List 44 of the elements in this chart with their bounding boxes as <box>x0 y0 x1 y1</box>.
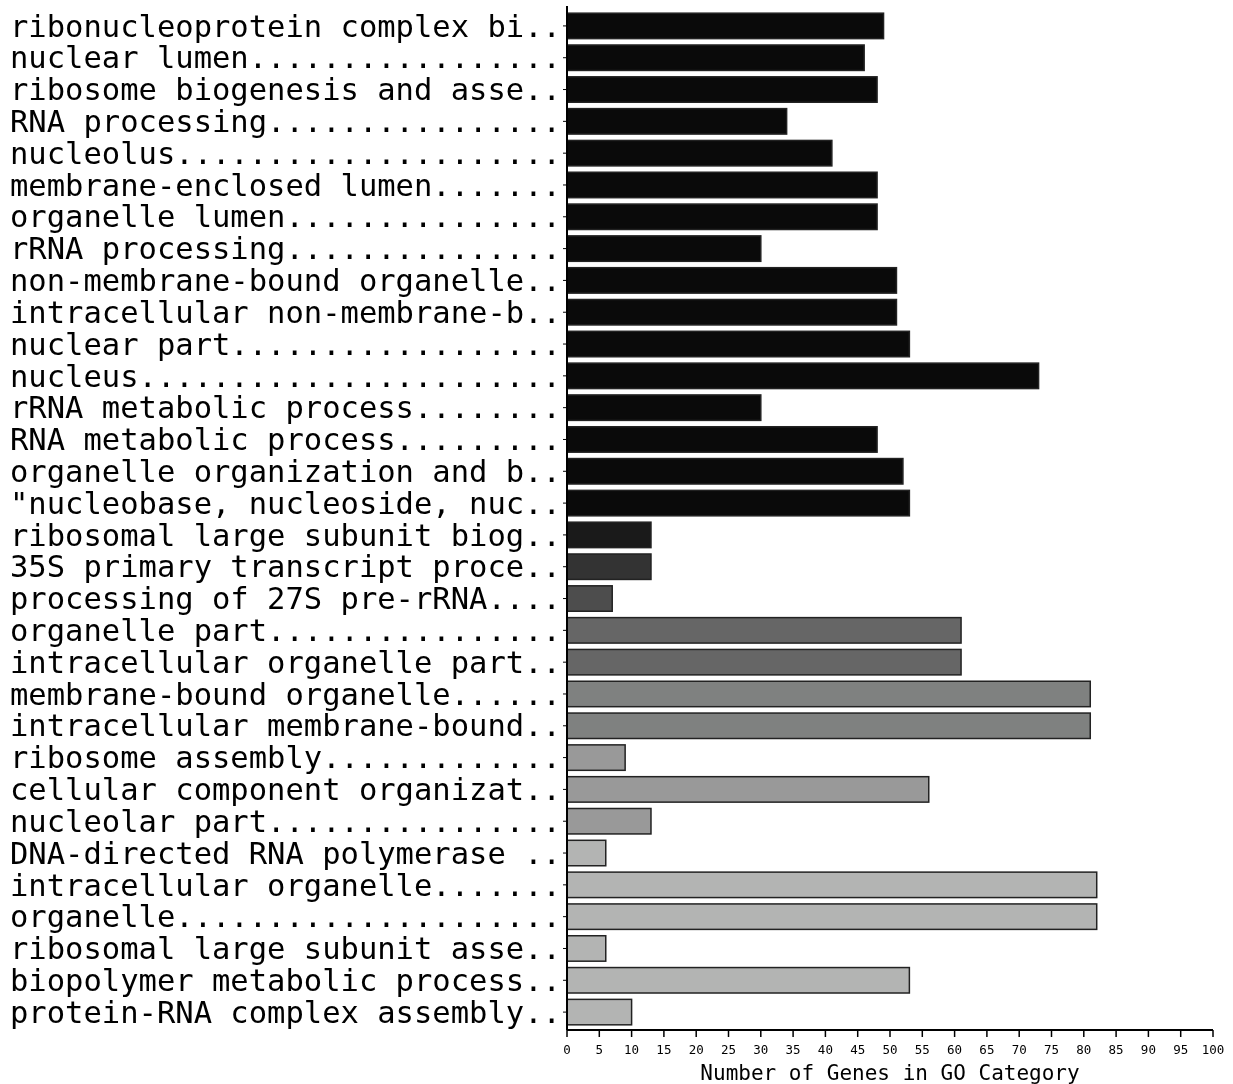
x-tick-label: 75 <box>1043 1042 1060 1057</box>
x-tick-label: 95 <box>1173 1042 1189 1057</box>
x-tick-label: 70 <box>1011 1042 1027 1057</box>
bar <box>566 585 613 613</box>
x-tick-label: 85 <box>1108 1042 1124 1057</box>
x-tick-label: 20 <box>688 1042 704 1057</box>
x-tick-label: 45 <box>850 1042 866 1057</box>
x-tick-label: 0 <box>563 1042 571 1057</box>
bar <box>566 871 1098 899</box>
y-tick-label: nuclear part.................. <box>10 326 561 362</box>
bar <box>566 998 633 1026</box>
x-tick-label: 5 <box>595 1042 604 1057</box>
bar <box>566 934 607 962</box>
x-tick-label: 50 <box>882 1042 898 1057</box>
x-tick-label: 15 <box>656 1042 672 1057</box>
x-tick-label: 55 <box>914 1042 930 1057</box>
bar <box>566 616 962 644</box>
bar <box>566 775 930 803</box>
x-tick-label: 25 <box>720 1042 737 1057</box>
x-tick-label: 100 <box>1201 1042 1225 1057</box>
x-tick-label: 90 <box>1140 1042 1156 1057</box>
bar <box>566 744 626 772</box>
x-tick-label: 10 <box>624 1042 640 1057</box>
x-tick-label: 35 <box>785 1042 801 1057</box>
bar <box>566 712 1092 740</box>
bar <box>566 966 911 994</box>
bar <box>566 839 607 867</box>
y-tick-label: ribosome biogenesis and asse.. <box>10 72 561 108</box>
bar <box>566 807 652 835</box>
x-tick-label: 80 <box>1076 1042 1092 1057</box>
x-tick-label: 60 <box>947 1042 963 1057</box>
y-tick-label: ribosome assembly............. <box>10 740 561 776</box>
x-axis-title: Number of Genes in GO Category <box>700 1061 1080 1084</box>
bar <box>566 680 1092 708</box>
y-tick-label: rRNA metabolic process........ <box>10 390 561 426</box>
y-tick-label: ribosomal large subunit biog.. <box>10 517 561 553</box>
y-tick-label: ribonucleoprotein complex bi.. <box>10 8 561 44</box>
bar <box>566 553 652 581</box>
bar <box>566 648 962 676</box>
bar <box>566 521 652 549</box>
x-tick-label: 30 <box>753 1042 769 1057</box>
x-tick-label: 65 <box>979 1042 995 1057</box>
x-tick-label: 40 <box>817 1042 833 1057</box>
bar <box>566 903 1098 931</box>
